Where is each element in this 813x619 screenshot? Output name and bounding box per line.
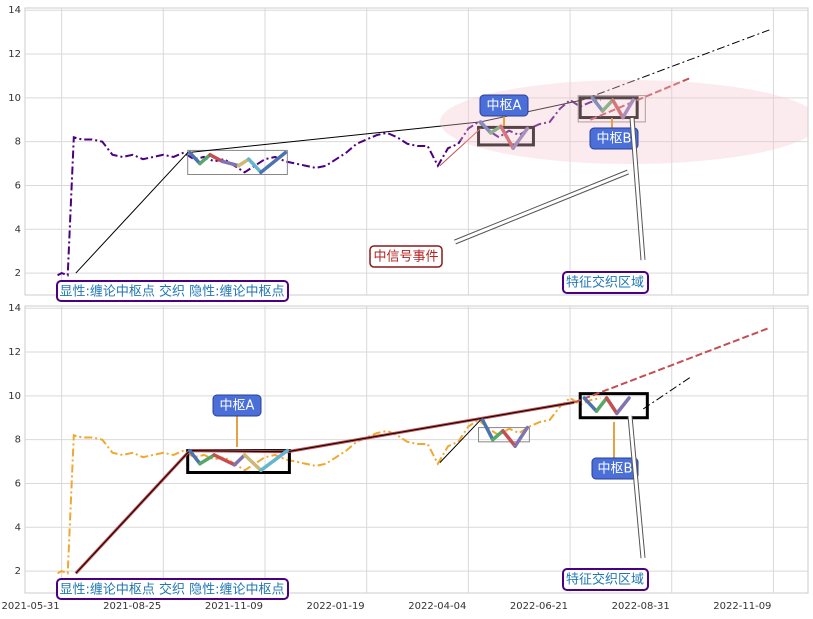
zigzag-segment: [187, 150, 202, 166]
legend-box: [56, 578, 289, 600]
pivot-box: [478, 427, 530, 443]
zigzag-segment: [478, 120, 493, 135]
y-tick-label: 12: [8, 347, 21, 358]
x-tick-label: 2021-11-09: [205, 601, 263, 612]
callout: [562, 271, 649, 294]
annotation: 中枢B: [597, 132, 632, 147]
x-tick-label: 2022-01-19: [307, 601, 365, 612]
y-tick-label: 12: [8, 49, 21, 60]
x-tick-label: 2022-04-04: [408, 601, 466, 612]
zigzag-segment: [198, 453, 216, 466]
zigzag-segment: [604, 396, 619, 416]
y-tick-label: 14: [8, 303, 21, 314]
plot-content: [57, 29, 770, 277]
annotation: 显性:缠论中枢点 交织 隐性:缠论中枢点: [59, 582, 284, 598]
zigzag-segment: [212, 453, 237, 467]
trend-stroke: [75, 99, 583, 274]
annotation: 显性:缠论中枢点 交织 隐性:缠论中枢点: [59, 284, 284, 300]
zigzag-segment: [236, 157, 251, 168]
annotation: 中枢B: [598, 462, 633, 477]
y-tick-label: 6: [15, 478, 21, 489]
zigzag-segment: [621, 98, 635, 120]
trend-stroke: [590, 77, 691, 121]
zigzag-segment: [198, 153, 212, 166]
legend-box: [56, 280, 289, 302]
y-tick-label: 2: [15, 268, 21, 279]
trend-stroke: [75, 401, 575, 574]
annotations: 中枢A 中枢B 中信号事件 特征交织区域 显性:缠论中枢点 交织 隐性:缠论中枢…: [56, 80, 808, 600]
zigzag-segment: [259, 150, 288, 175]
y-tick-label: 8: [15, 435, 21, 446]
x-tick-label: 2021-08-25: [103, 601, 161, 612]
zigzag-segment: [208, 153, 225, 164]
y-tick-label: 8: [15, 137, 21, 148]
price-line: [57, 98, 601, 277]
zigzag-segment: [488, 124, 503, 135]
trend-stroke: [573, 326, 770, 404]
y-tick-label: 6: [15, 180, 21, 191]
arrow: [454, 170, 629, 244]
zigzag-segment: [220, 159, 241, 168]
y-tick-label: 4: [15, 522, 21, 533]
callout: [212, 394, 262, 417]
callout: [562, 568, 649, 591]
zigzag-segment: [187, 448, 202, 466]
plot-content: [57, 326, 770, 575]
zigzag-segment: [246, 157, 263, 175]
y-tick-label: 14: [8, 5, 21, 16]
zigzag-segment: [611, 98, 625, 120]
zigzag-segment: [600, 98, 615, 113]
pivot-box: [578, 96, 639, 120]
zigzag-segment: [499, 124, 515, 150]
y-tick-label: 10: [8, 391, 21, 402]
zigzag-segment: [615, 396, 631, 416]
annotation: 中信号事件: [373, 250, 438, 265]
bottom-panel: 2 4 6 8 10 12 14 2021-05-31 2021-08-25 2021-11-09…: [1, 303, 809, 612]
zigzag-segment: [259, 448, 290, 473]
annotation: 中枢A: [220, 399, 255, 414]
x-tick-label: 2022-11-09: [713, 601, 771, 612]
zigzag-segment: [513, 425, 530, 448]
zigzag-segment: [582, 396, 599, 413]
zigzag-segment: [232, 453, 247, 467]
y-tick-label: 2: [15, 566, 21, 577]
pivot-box: [187, 149, 288, 176]
callout: [369, 245, 443, 268]
highlight: [440, 80, 808, 164]
annotation: 特征交织区域: [566, 275, 644, 291]
x-tick-label: 2021-05-31: [1, 601, 59, 612]
arrow: [630, 117, 645, 261]
trend-stroke: [439, 419, 481, 463]
trend-stroke: [582, 29, 770, 101]
zigzag-segment: [480, 418, 495, 442]
x-tick-label: 2022-08-31: [612, 601, 670, 612]
annotation: 特征交织区域: [566, 572, 644, 588]
price-line: [57, 396, 601, 575]
plot-area: [24, 305, 809, 594]
trend-stroke: [439, 128, 481, 167]
zigzag-segment: [511, 126, 530, 150]
trend-stroke: [642, 375, 693, 410]
arrow: [628, 415, 645, 559]
pivot-box: [477, 125, 535, 147]
y-tick-label: 10: [8, 93, 21, 104]
callout: [589, 127, 639, 150]
y-tick-label: 4: [15, 224, 21, 235]
x-tick-label: 2022-06-21: [510, 601, 568, 612]
zigzag-segment: [242, 453, 263, 473]
annotation: 中枢A: [487, 99, 522, 114]
zigzag-segment: [491, 429, 505, 442]
zigzag-segment: [590, 96, 605, 113]
zigzag-segment: [501, 429, 517, 448]
callout: [479, 94, 529, 117]
callout: [591, 457, 639, 480]
zigzag-segment: [594, 396, 609, 413]
